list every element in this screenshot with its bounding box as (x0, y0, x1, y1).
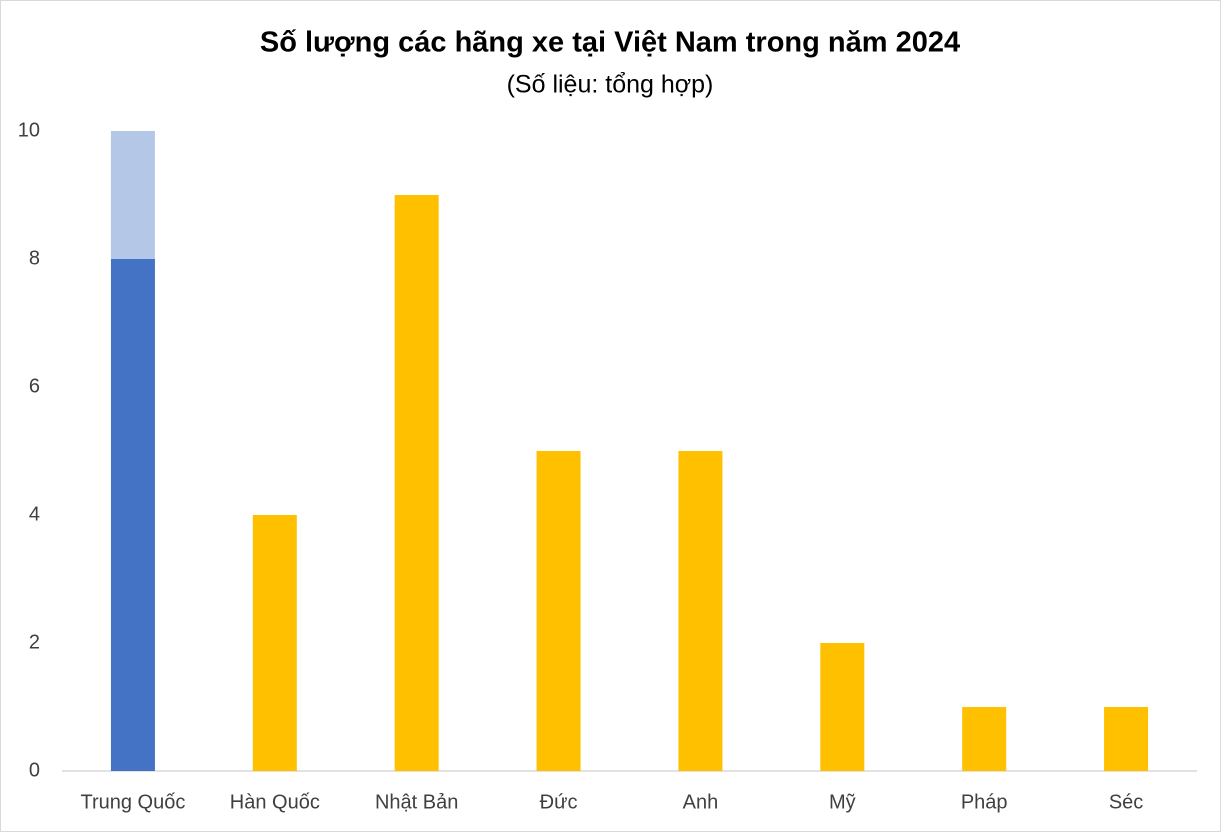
bar (962, 707, 1007, 771)
x-tick-label: Hàn Quốc (230, 791, 320, 813)
bar (820, 643, 865, 771)
bar (110, 131, 155, 259)
y-tick-label: 0 (29, 759, 40, 781)
bar (678, 451, 723, 771)
x-tick-label: Trung Quốc (81, 791, 186, 813)
y-tick-label: 4 (29, 503, 40, 525)
x-tick-label: Đức (540, 791, 578, 813)
x-tick-label: Mỹ (829, 791, 856, 813)
y-tick-label: 8 (29, 247, 40, 269)
chart-subtitle: (Số liệu: tổng hợp) (507, 71, 714, 99)
y-tick-label: 2 (29, 631, 40, 653)
bar (252, 515, 297, 771)
y-tick-label: 10 (18, 119, 40, 141)
bar (394, 195, 439, 771)
x-tick-label: Pháp (961, 791, 1008, 813)
y-tick-label: 6 (29, 375, 40, 397)
x-tick-label: Nhật Bản (375, 791, 458, 813)
bar (110, 259, 155, 771)
bar (536, 451, 581, 771)
chart-title: Số lượng các hãng xe tại Việt Nam trong … (260, 27, 960, 59)
bar (1104, 707, 1149, 771)
x-tick-label: Séc (1109, 791, 1143, 813)
x-tick-label: Anh (683, 791, 719, 813)
